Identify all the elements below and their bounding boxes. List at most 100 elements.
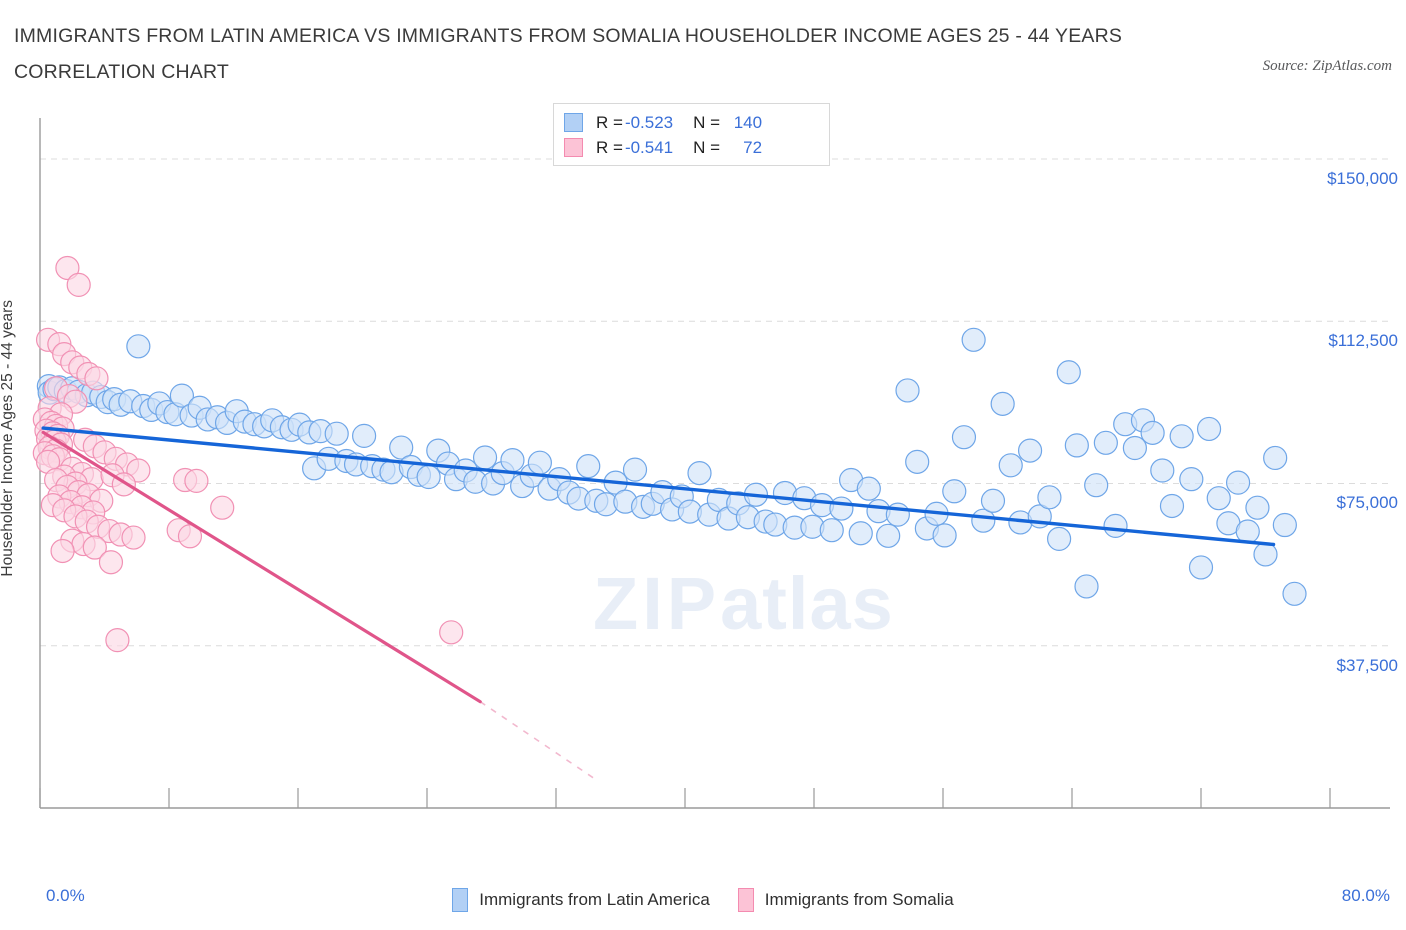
data-point[interactable] (1056, 360, 1081, 385)
data-point[interactable] (876, 523, 901, 548)
data-point[interactable] (1169, 424, 1194, 449)
stats-legend-row-blue: R = -0.523 N = 140 (564, 110, 819, 135)
data-point[interactable] (98, 550, 124, 575)
data-point[interactable] (951, 425, 977, 450)
data-point[interactable] (1272, 512, 1297, 538)
r-value-blue: -0.523 (624, 112, 674, 132)
series-legend: Immigrants from Latin America Immigrants… (0, 888, 1406, 912)
source-note: Source: ZipAtlas.com (1262, 58, 1392, 74)
data-point[interactable] (1235, 519, 1260, 544)
series-label-latin-america: Immigrants from Latin America (479, 890, 710, 909)
data-point[interactable] (848, 521, 873, 546)
y-axis-tick-label: $75,000 (1336, 493, 1398, 513)
data-point[interactable] (84, 366, 109, 391)
title-block: IMMIGRANTS FROM LATIN AMERICA VS IMMIGRA… (14, 18, 1254, 90)
trendline-latin-america (41, 426, 1276, 547)
data-point[interactable] (1225, 470, 1251, 495)
data-point[interactable] (932, 523, 957, 548)
data-point[interactable] (1084, 473, 1109, 498)
data-point[interactable] (324, 421, 349, 446)
data-point[interactable] (998, 453, 1023, 478)
n-label-blue: N = (693, 112, 721, 132)
data-point[interactable] (1282, 581, 1307, 606)
data-point[interactable] (1263, 445, 1288, 471)
zipatlas-watermark: ZIPatlas (593, 561, 894, 646)
plot-area: ZIPatlas (32, 118, 1390, 870)
data-point[interactable] (472, 445, 498, 470)
data-point[interactable] (942, 479, 967, 504)
data-point[interactable] (1253, 542, 1278, 567)
data-point[interactable] (1150, 458, 1175, 483)
n-value-pink: 72 (743, 137, 763, 157)
series-points-latin-america (36, 327, 1307, 606)
data-point[interactable] (687, 460, 712, 486)
r-label-blue: R = (596, 112, 623, 132)
watermark-part-2: atlas (720, 562, 894, 645)
data-point[interactable] (55, 255, 80, 281)
watermark-part-1: ZIP (593, 562, 721, 645)
r-label-pink: R = (596, 137, 623, 157)
y-axis-title: Householder Income Ages 25 - 44 years (0, 300, 16, 577)
data-point[interactable] (961, 327, 986, 352)
legend-swatch-blue-icon (564, 113, 583, 132)
series-label-somalia: Immigrants from Somalia (764, 890, 954, 909)
data-point[interactable] (500, 448, 525, 473)
data-point[interactable] (1093, 430, 1118, 455)
scatter-plot-svg (32, 118, 1390, 809)
page-title: IMMIGRANTS FROM LATIN AMERICA VS IMMIGRA… (14, 25, 1123, 83)
data-point[interactable] (389, 435, 414, 460)
data-point[interactable] (1140, 420, 1165, 445)
r-value-pink: -0.541 (624, 137, 674, 157)
data-point[interactable] (1074, 574, 1099, 599)
trendline-somalia-extension (479, 701, 597, 781)
data-point[interactable] (1103, 513, 1128, 538)
data-point[interactable] (50, 538, 75, 564)
data-point[interactable] (105, 628, 130, 653)
data-point[interactable] (1122, 435, 1147, 461)
data-point[interactable] (184, 468, 209, 493)
data-point[interactable] (439, 620, 464, 645)
data-point[interactable] (1017, 438, 1043, 463)
data-point[interactable] (1188, 555, 1214, 580)
data-point[interactable] (527, 450, 552, 475)
data-point[interactable] (1159, 493, 1185, 519)
data-point[interactable] (210, 495, 235, 520)
series-legend-item-latin-america[interactable]: Immigrants from Latin America (452, 888, 710, 912)
data-point[interactable] (121, 525, 146, 550)
data-point[interactable] (1206, 486, 1231, 511)
data-point[interactable] (829, 496, 854, 521)
data-point[interactable] (1245, 495, 1270, 520)
y-axis-tick-label: $37,500 (1336, 655, 1398, 675)
trendline-somalia (41, 430, 482, 704)
data-point[interactable] (1196, 416, 1222, 442)
data-point[interactable] (819, 518, 844, 543)
data-point[interactable] (1064, 433, 1089, 458)
data-point[interactable] (990, 391, 1015, 416)
data-point[interactable] (1046, 526, 1072, 551)
data-point[interactable] (177, 524, 203, 549)
x-axis-tick-label-min: 0.0% (46, 886, 85, 905)
y-axis-tick-label: $150,000 (1327, 168, 1398, 188)
data-point[interactable] (126, 334, 151, 359)
n-label-pink: N = (693, 137, 721, 157)
data-point[interactable] (416, 464, 441, 490)
data-point[interactable] (622, 457, 648, 482)
series-legend-item-somalia[interactable]: Immigrants from Somalia (737, 888, 954, 912)
data-point[interactable] (352, 423, 377, 448)
data-point[interactable] (895, 378, 920, 403)
data-point[interactable] (980, 488, 1006, 513)
stats-legend-row-pink: R = -0.541 N = 72 (564, 135, 819, 160)
data-point[interactable] (82, 535, 107, 560)
n-value-blue: 140 (733, 112, 763, 132)
data-point[interactable] (1179, 467, 1204, 492)
data-point[interactable] (1037, 485, 1062, 510)
x-axis-tick-label-max: 80.0% (1341, 886, 1390, 905)
data-point[interactable] (169, 383, 194, 408)
data-point[interactable] (576, 454, 601, 479)
stats-legend: R = -0.523 N = 140 R = -0.541 N = 72 (553, 103, 830, 166)
data-point[interactable] (856, 476, 881, 501)
y-axis-tick-label: $112,500 (1328, 331, 1398, 351)
data-point[interactable] (905, 449, 930, 474)
data-point[interactable] (66, 272, 91, 297)
